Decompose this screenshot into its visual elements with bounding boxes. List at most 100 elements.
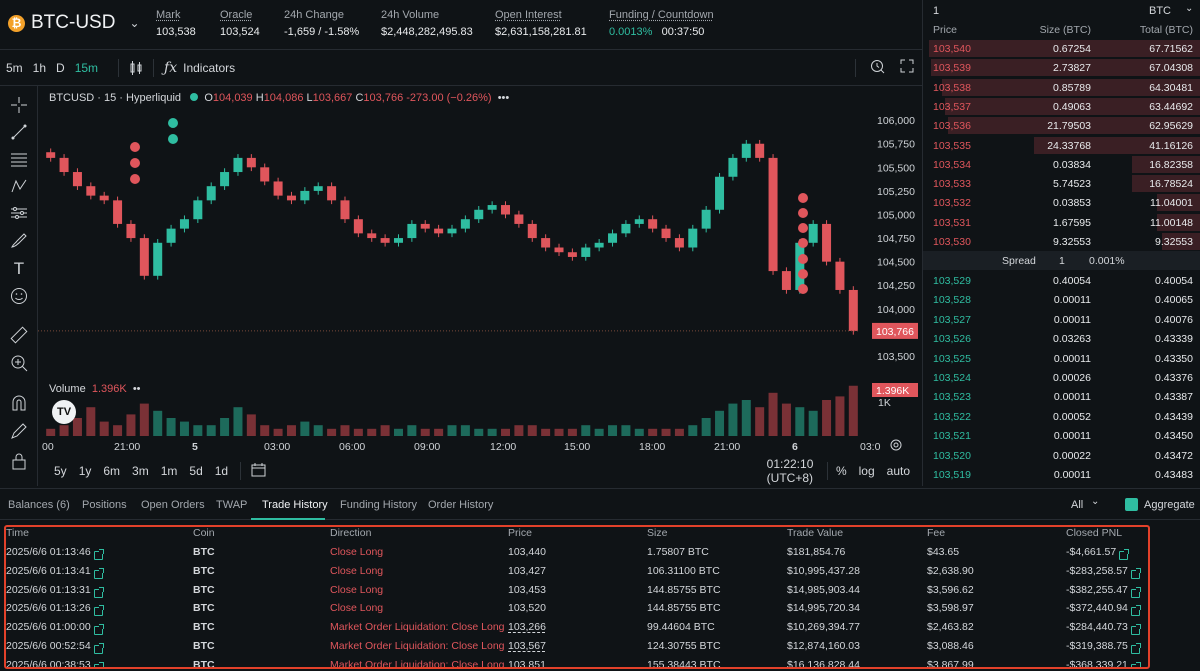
range-6m[interactable]: 6m [103,464,121,478]
trade-marker-icon[interactable] [798,208,808,218]
trade-marker-icon[interactable] [798,238,808,248]
external-link-icon[interactable] [93,586,104,598]
ask-row[interactable]: 103,534 0.03834 16.82358 [923,155,1200,174]
tab-open-orders[interactable]: Open Orders [141,499,205,511]
log-toggle[interactable]: log [858,464,875,478]
bid-row[interactable]: 103,529 0.40054 0.40054 [923,271,1200,290]
range-3m[interactable]: 3m [132,464,149,478]
trade-marker-icon[interactable] [130,174,140,184]
horizontal-lines-icon[interactable] [10,150,28,168]
external-link-icon[interactable] [1130,643,1141,654]
ask-row[interactable]: 103,532 0.03853 11.04001 [923,193,1200,212]
ask-row[interactable]: 103,540 0.67254 67.71562 [923,39,1200,58]
range-5y[interactable]: 5y [54,464,67,478]
ask-row[interactable]: 103,537 0.49063 63.44692 [923,97,1200,116]
bid-row[interactable]: 103,519 0.00011 0.43483 [923,465,1200,484]
external-link-icon[interactable] [1119,549,1130,560]
table-row[interactable]: 2025/6/6 01:13:31 BTC Close Long 103,453 144… [6,580,1148,599]
trade-marker-icon[interactable] [798,193,808,203]
ask-row[interactable]: 103,539 2.73827 67.04308 [923,58,1200,77]
table-row[interactable]: 2025/6/6 01:00:00 BTC Market Order Liquida… [6,617,1148,636]
external-link-icon[interactable] [1130,586,1141,598]
table-row[interactable]: 2025/6/6 00:52:54 BTC Market Order Liquida… [6,636,1148,655]
interval-d[interactable]: D [56,60,65,75]
ask-row[interactable]: 103,533 5.74523 16.78524 [923,174,1200,193]
external-link-icon[interactable] [1130,605,1141,617]
trade-marker-icon[interactable] [798,223,808,233]
range-5d[interactable]: 5d [189,464,203,478]
table-row[interactable]: 2025/6/6 00:38:53 BTC Market Order Liquida… [6,655,1148,667]
range-1m[interactable]: 1m [160,464,178,478]
ask-row[interactable]: 103,531 1.67595 11.00148 [923,213,1200,232]
percent-toggle[interactable]: % [835,464,847,478]
candle-type-icon[interactable] [129,60,143,75]
range-1y[interactable]: 1y [78,464,92,478]
date-range-icon[interactable] [251,462,267,480]
trade-price[interactable]: 103,266 [508,621,546,634]
ask-row[interactable]: 103,535 24.33768 41.16126 [923,136,1200,155]
trade-marker-icon[interactable] [168,134,178,144]
trade-marker-icon[interactable] [798,254,808,264]
ask-row[interactable]: 103,538 0.85789 64.30481 [923,78,1200,97]
lock-icon[interactable] [10,452,28,470]
external-link-icon[interactable] [93,605,104,617]
range-1d[interactable]: 1d [214,464,229,478]
zoom-in-icon[interactable] [10,354,28,372]
bid-row[interactable]: 103,523 0.00011 0.43387 [923,387,1200,406]
brush-icon[interactable] [10,231,28,249]
tab-order-history[interactable]: Order History [428,499,494,511]
coin-selector[interactable]: ₿ BTC-USD ⌄ [8,12,140,34]
interval-15m[interactable]: 15m [74,60,99,75]
bid-row[interactable]: 103,520 0.00022 0.43472 [923,446,1200,465]
tab-funding-history[interactable]: Funding History [340,499,418,511]
tab-positions[interactable]: Positions [82,499,127,511]
column-time[interactable]: Time [6,527,29,539]
ask-row[interactable]: 103,536 21.79503 62.95629 [923,116,1200,135]
chevron-down-icon[interactable]: ⌄ [1185,3,1194,14]
ruler-icon[interactable] [10,326,28,344]
interval-1h[interactable]: 1h [32,60,47,75]
asset-selector[interactable]: BTC [1149,5,1171,17]
magnet-icon[interactable] [10,394,28,412]
external-link-icon[interactable] [1130,661,1141,667]
tab-balances[interactable]: Balances (6) [8,499,70,511]
table-row[interactable]: 2025/6/6 01:13:26 BTC Close Long 103,520 144… [6,598,1148,617]
indicators-button[interactable]: ƒx Indicators [164,60,235,76]
clock-readout[interactable]: 01:22:10 (UTC+8) [766,457,814,485]
pattern-icon[interactable] [10,177,28,195]
interval-5m[interactable]: 5m [6,60,23,75]
bid-row[interactable]: 103,525 0.00011 0.43350 [923,349,1200,368]
more-icon[interactable]: ••• [497,92,510,104]
bid-row[interactable]: 103,526 0.03263 0.43339 [923,329,1200,348]
crosshair-icon[interactable] [10,96,28,114]
external-link-icon[interactable] [93,661,104,667]
tab-trade-history[interactable]: Trade History [262,499,328,511]
external-link-icon[interactable] [1130,567,1141,579]
trade-marker-icon[interactable] [130,142,140,152]
table-row[interactable]: 2025/6/6 01:13:41 BTC Close Long 103,427 106… [6,561,1148,580]
external-link-icon[interactable] [93,549,104,560]
tab-twap[interactable]: TWAP [216,499,248,511]
pencil-lock-icon[interactable] [10,422,28,440]
aggregate-checkbox[interactable] [1125,498,1138,511]
trend-line-icon[interactable] [10,123,28,141]
external-link-icon[interactable] [93,624,104,636]
bid-row[interactable]: 103,528 0.00011 0.40065 [923,290,1200,309]
measure-icon[interactable] [10,204,28,222]
bid-row[interactable]: 103,522 0.00052 0.43439 [923,407,1200,426]
fullscreen-icon[interactable] [900,59,914,76]
trade-marker-icon[interactable] [130,158,140,168]
external-link-icon[interactable] [93,643,104,654]
bid-row[interactable]: 103,521 0.00011 0.43450 [923,426,1200,445]
candlestick-chart[interactable]: 106,000 105,750 105,500 105,250 105,000 104,7… [38,86,922,456]
external-link-icon[interactable] [1130,624,1141,636]
trade-marker-icon[interactable] [168,118,178,128]
depth-selector[interactable]: 1 [933,5,940,17]
settings-icon[interactable] [889,438,903,455]
external-link-icon[interactable] [93,567,104,579]
trade-marker-icon[interactable] [798,284,808,294]
price-chart[interactable]: 106,000 105,750 105,500 105,250 105,000 104,7… [38,86,922,486]
emoji-icon[interactable] [10,287,28,305]
ask-row[interactable]: 103,530 9.32553 9.32553 [923,232,1200,251]
chevron-down-icon[interactable]: ⌄ [1091,496,1100,507]
